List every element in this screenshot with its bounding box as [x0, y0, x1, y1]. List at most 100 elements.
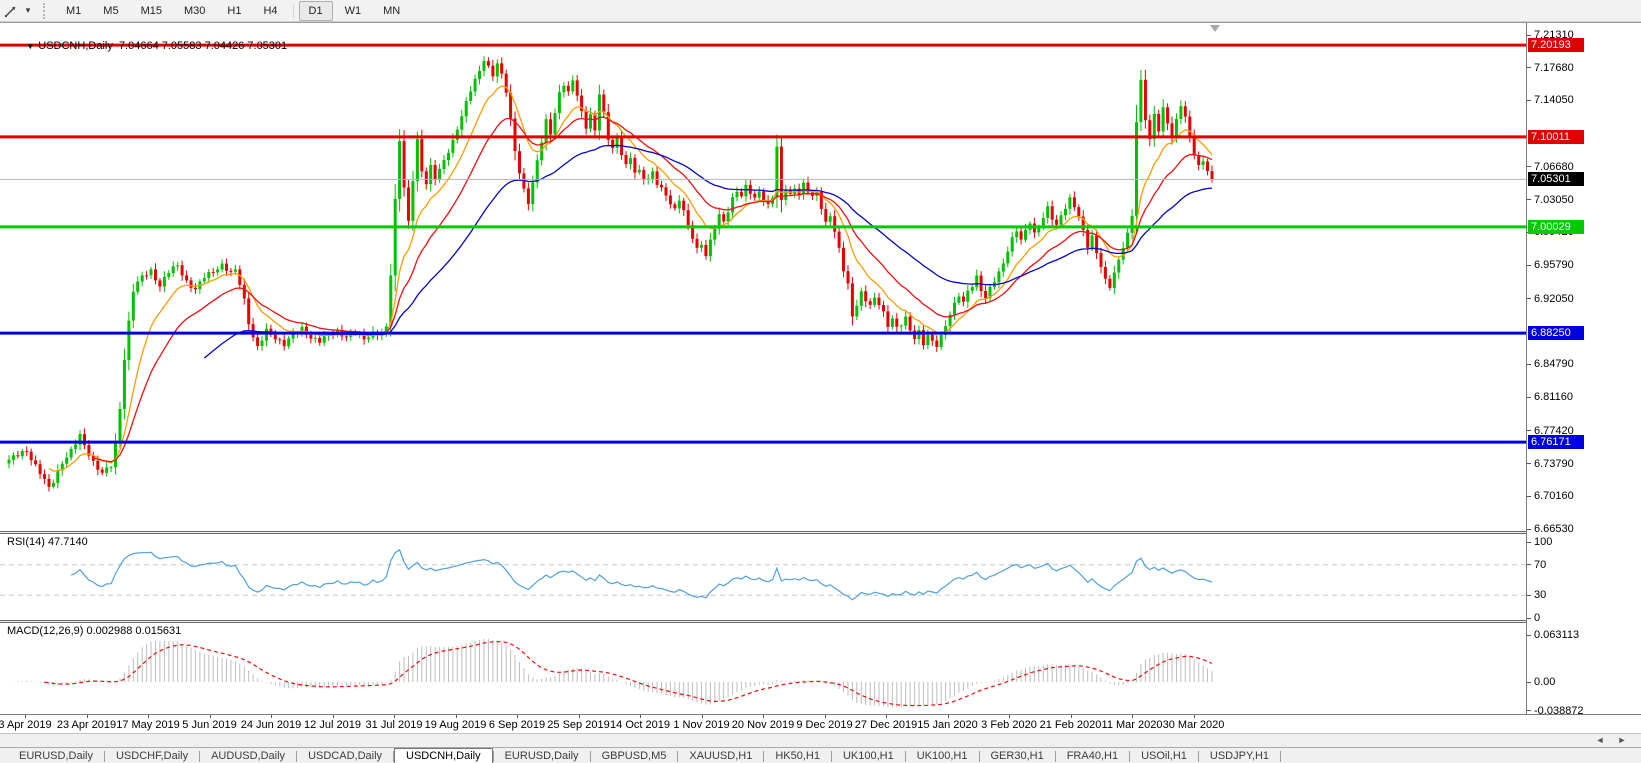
price-axis[interactable]: 7.213107.176807.140507.066807.030506.994… — [1526, 23, 1641, 717]
tab-separator — [677, 750, 679, 762]
chart-tab-audusd-daily[interactable]: AUDUSD,Daily — [211, 749, 286, 762]
date-label: 19 Aug 2019 — [424, 719, 487, 731]
axis-tick-label: 0 — [1527, 612, 1540, 624]
panel-divider[interactable] — [0, 531, 1641, 534]
tab-separator — [830, 750, 832, 762]
axis-tick-dash — [1527, 710, 1531, 712]
candles — [7, 56, 1214, 492]
date-label: 20 Nov 2019 — [731, 719, 795, 731]
axis-tick-dash — [1527, 166, 1531, 168]
axis-tick-dash — [1527, 634, 1531, 636]
slow-ma-line — [203, 144, 1213, 359]
date-tick — [148, 715, 149, 718]
timeframe-button-group: M1 M5 M15 M30 H1 H4 D1 W1 MN — [55, 0, 411, 21]
timeframe-button-d1[interactable]: D1 — [298, 0, 333, 21]
chart-tab-eurusd-daily[interactable]: EURUSD,Daily — [504, 749, 579, 762]
tab-separator — [1197, 750, 1199, 762]
date-label: 30 Mar 2020 — [1162, 719, 1225, 731]
date-tick — [947, 715, 949, 718]
axis-tick-dash — [1527, 528, 1531, 530]
price-level-badge: 6.76171 — [1528, 435, 1584, 450]
axis-tick-dash — [1527, 199, 1531, 201]
date-tick — [209, 715, 211, 718]
chart-tab-uk100-h1[interactable]: UK100,H1 — [842, 749, 894, 762]
date-tick — [578, 715, 580, 718]
fast-ma-line — [48, 85, 1213, 472]
tab-separator — [103, 750, 105, 762]
chart-tab-usdchf-daily[interactable]: USDCHF,Daily — [115, 749, 189, 762]
tab-separator — [763, 750, 765, 762]
date-tick — [701, 715, 703, 718]
tab-separator — [393, 750, 395, 762]
chart-window: ▼ USDCNH,Daily 7.04664 7.05583 7.04426 7.… — [0, 22, 1641, 763]
timeframe-button-m1[interactable]: M1 — [66, 4, 82, 17]
chart-tab-usdcnh-daily[interactable]: USDCNH,Daily — [394, 748, 493, 763]
tab-separator — [1054, 750, 1056, 762]
horizontal-level-lines[interactable] — [0, 43, 1526, 444]
timeframe-button-w1[interactable]: W1 — [344, 4, 362, 17]
axis-tick-label: 0.00 — [1527, 676, 1555, 688]
rsi-line — [70, 549, 1213, 601]
axis-tick-label: 6.77420 — [1527, 425, 1574, 437]
axis-tick-label: 6.95790 — [1527, 259, 1574, 271]
rsi-panel[interactable] — [0, 534, 1526, 620]
date-tick — [517, 715, 518, 718]
macd-panel[interactable] — [0, 623, 1526, 714]
timeframe-button-m5[interactable]: M5 — [103, 4, 119, 17]
chart-tab-usdcad-daily[interactable]: USDCAD,Daily — [308, 749, 383, 762]
date-label: 21 Feb 2020 — [1039, 719, 1102, 731]
axis-tick-dash — [1527, 617, 1531, 619]
toolbar-dropdown-caret[interactable]: ▾ — [25, 5, 31, 15]
tab-separator — [1280, 750, 1282, 762]
axis-tick-dash — [1527, 541, 1531, 543]
axis-tick-label: 7.21310 — [1527, 29, 1574, 41]
cursor-tool-icon[interactable] — [1, 2, 21, 20]
scroll-right-button[interactable]: ► — [1617, 735, 1627, 745]
chart-tab-gbpusd-m5[interactable]: GBPUSD,M5 — [601, 749, 667, 762]
chart-tab-ger30-h1[interactable]: GER30,H1 — [990, 749, 1044, 762]
axis-tick-dash — [1527, 594, 1531, 596]
date-label: 9 Dec 2019 — [796, 719, 853, 731]
axis-tick-label: 7.06680 — [1527, 161, 1574, 173]
date-tick — [1009, 715, 1010, 718]
time-axis[interactable]: 3 Apr 2019 23 Apr 2019 17 May 2019 5 Jun 20… — [0, 714, 1641, 733]
date-tick — [824, 715, 826, 718]
panel-divider[interactable] — [0, 620, 1641, 623]
axis-tick-label: 7.17680 — [1527, 62, 1574, 74]
axis-tick-label: 100 — [1527, 536, 1552, 548]
cursor-tool-glyph — [5, 6, 16, 17]
date-label: 14 Oct 2019 — [610, 719, 670, 731]
scroll-left-button[interactable]: ◄ — [1595, 735, 1605, 745]
chart-title-marker-icon: ▼ — [26, 42, 35, 51]
chart-tab-bar: EURUSD,Daily USDCHF,Daily AUDUSD,Daily USDC… — [0, 747, 1641, 763]
chart-tab-usoil-h1[interactable]: USOil,H1 — [1141, 749, 1187, 762]
chart-tab-uk100-h1[interactable]: UK100,H1 — [916, 749, 968, 762]
axis-tick-dash — [1527, 67, 1531, 69]
timeframe-button-h4[interactable]: H4 — [263, 4, 278, 17]
chart-tab-fra40-h1[interactable]: FRA40,H1 — [1066, 749, 1119, 762]
chart-title: ▼ USDCNH,Daily 7.04664 7.05583 7.04426 7.… — [8, 28, 287, 64]
axis-tick-dash — [1527, 564, 1531, 566]
rsi-label: RSI(14) 47.7140 — [7, 536, 88, 548]
chart-tab-eurusd-daily[interactable]: EURUSD,Daily — [19, 749, 93, 762]
date-tick — [763, 715, 764, 718]
chart-shift-marker-icon[interactable] — [1210, 25, 1220, 32]
timeframe-button-h1[interactable]: H1 — [227, 4, 242, 17]
axis-tick-label: 6.81160 — [1527, 391, 1573, 403]
timeframe-button-m15[interactable]: M15 — [140, 4, 162, 17]
date-tick — [332, 715, 334, 718]
date-tick — [1132, 715, 1133, 718]
price-level-badge: 6.88250 — [1528, 326, 1584, 341]
date-label: 6 Sep 2019 — [488, 719, 546, 731]
date-tick — [25, 715, 26, 718]
chart-tab-usdjpy-h1[interactable]: USDJPY,H1 — [1209, 749, 1270, 762]
axis-tick-label: 70 — [1527, 559, 1546, 571]
chart-tab-hk50-h1[interactable]: HK50,H1 — [775, 749, 820, 762]
timeframe-button-m30[interactable]: M30 — [183, 4, 206, 17]
timeframe-button-mn[interactable]: MN — [383, 4, 401, 17]
macd-histogram — [12, 638, 1213, 708]
price-level-badge: 7.10011 — [1528, 129, 1584, 144]
macd-label: MACD(12,26,9) 0.002988 0.015631 — [7, 625, 182, 637]
chart-tab-xauusd-h1[interactable]: XAUUSD,H1 — [689, 749, 753, 762]
